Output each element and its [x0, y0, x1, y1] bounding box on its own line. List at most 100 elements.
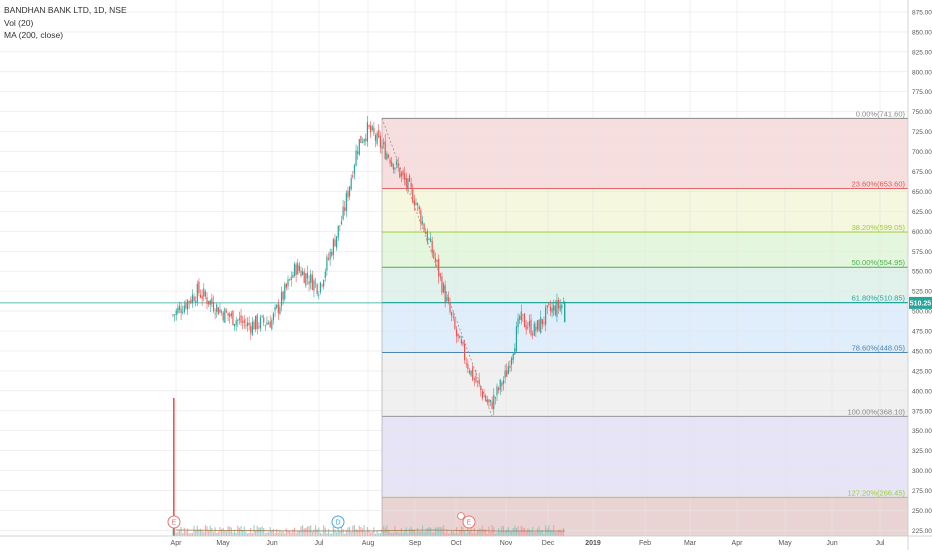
- candle: [523, 313, 526, 328]
- event-marker-icon[interactable]: [462, 515, 476, 529]
- volume-bar: [255, 530, 257, 536]
- volume-bar: [188, 533, 190, 536]
- x-tick-label: Jun: [826, 540, 837, 547]
- volume-bar: [276, 529, 278, 536]
- y-tick-label: 600.00: [912, 229, 932, 236]
- event-marker-icon[interactable]: [331, 515, 345, 529]
- candle: [489, 399, 492, 402]
- volume-bar: [212, 531, 215, 536]
- event-marker-label[interactable]: E: [467, 520, 472, 527]
- candle: [408, 175, 411, 182]
- volume-bar: [399, 532, 401, 536]
- volume-bar: [360, 526, 362, 536]
- volume-bar: [321, 533, 323, 536]
- volume-bar: [191, 533, 194, 536]
- candle: [363, 139, 365, 143]
- candle: [538, 319, 540, 332]
- volume-bar: [470, 527, 472, 536]
- y-tick-label: 550.00: [912, 269, 932, 276]
- candle: [420, 210, 422, 224]
- candle: [237, 319, 239, 321]
- candle: [353, 165, 356, 175]
- candle: [261, 315, 263, 317]
- volume-bar: [541, 529, 543, 536]
- volume-bar: [274, 533, 276, 536]
- x-tick-label: Feb: [639, 540, 651, 547]
- volume-bar: [431, 532, 433, 536]
- volume-bar: [295, 532, 297, 536]
- y-tick-label: 400.00: [912, 388, 932, 395]
- volume-bar: [536, 528, 539, 536]
- candle: [410, 182, 412, 188]
- volume-study-label[interactable]: Vol (20): [4, 17, 34, 28]
- volume-bar: [227, 526, 229, 536]
- candle: [306, 272, 309, 279]
- fib-level-label: 50.00%(554.95): [852, 258, 906, 267]
- candle: [243, 319, 245, 323]
- volume-bar: [201, 530, 203, 536]
- volume-bar: [510, 531, 513, 536]
- volume-bar: [554, 532, 556, 536]
- volume-bar: [485, 529, 487, 536]
- candle: [256, 314, 258, 330]
- event-marker-label[interactable]: D: [335, 520, 340, 527]
- candle: [229, 314, 231, 317]
- ma-study-label[interactable]: MA (200, close): [4, 30, 64, 40]
- volume-bar: [460, 526, 462, 536]
- candle: [216, 304, 218, 312]
- volume-bar: [342, 529, 344, 536]
- volume-bar: [221, 529, 223, 536]
- candle: [465, 363, 467, 365]
- candle: [280, 292, 283, 307]
- candle: [266, 322, 268, 325]
- volume-bar: [206, 526, 208, 536]
- volume-bar: [209, 525, 211, 536]
- volume-bar: [350, 531, 352, 536]
- candle: [227, 312, 229, 316]
- volume-bar: [530, 530, 532, 536]
- candle: [525, 325, 527, 330]
- symbol-title[interactable]: BANDHAN BANK LTD, 1D, NSE: [4, 5, 127, 15]
- candle: [498, 388, 500, 391]
- candle: [480, 386, 482, 391]
- candle: [253, 321, 255, 330]
- candle: [507, 366, 509, 374]
- volume-bar: [378, 533, 380, 536]
- volume-bar: [488, 526, 490, 536]
- volume-bar: [417, 527, 419, 536]
- event-marker-icon[interactable]: [457, 512, 465, 520]
- volume-bar: [498, 528, 500, 536]
- candle: [365, 138, 367, 141]
- candle: [289, 279, 291, 281]
- candle: [381, 145, 383, 149]
- volume-bar: [519, 531, 521, 536]
- volume-bar: [441, 527, 443, 536]
- volume-bar: [408, 528, 411, 536]
- candle: [193, 296, 195, 302]
- volume-bar: [173, 398, 175, 536]
- candle: [519, 316, 521, 320]
- volume-bar: [457, 533, 459, 536]
- event-marker-icon[interactable]: [167, 515, 181, 529]
- volume-bar: [285, 528, 287, 536]
- event-marker-label[interactable]: E: [172, 520, 177, 527]
- candle: [183, 305, 185, 313]
- volume-bar: [420, 531, 422, 536]
- candle: [446, 297, 448, 301]
- volume-bar: [292, 529, 294, 536]
- volume-bar: [476, 530, 479, 536]
- candle: [473, 378, 475, 380]
- volume-bar: [442, 525, 445, 536]
- candle: [178, 305, 181, 310]
- candle: [287, 279, 289, 287]
- candle: [421, 221, 424, 224]
- volume-bar: [434, 527, 437, 536]
- candle: [327, 258, 330, 260]
- candle: [506, 370, 508, 377]
- x-tick-label: Apr: [171, 540, 183, 547]
- volume-bar: [421, 525, 424, 536]
- volume-bar: [361, 528, 364, 536]
- y-tick-label: 300.00: [912, 468, 932, 475]
